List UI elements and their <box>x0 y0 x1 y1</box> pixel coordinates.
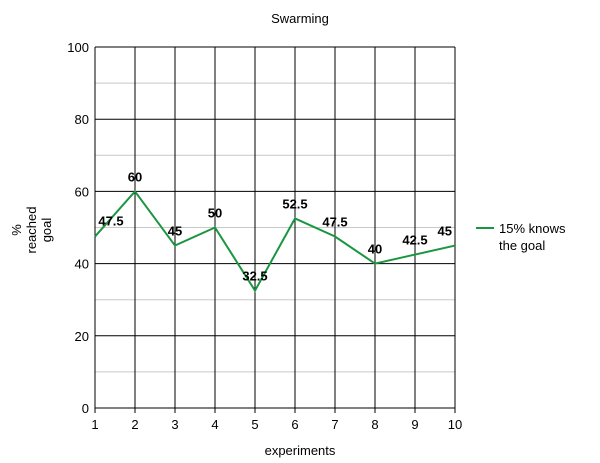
y-axis-label-line: goal <box>39 218 54 243</box>
x-tick-label: 4 <box>211 417 218 432</box>
data-label: 40 <box>368 242 382 257</box>
x-tick-label: 6 <box>291 417 298 432</box>
data-label: 50 <box>208 206 222 221</box>
y-axis-label-line: reached <box>24 207 39 254</box>
y-tick-label: 0 <box>82 401 89 416</box>
y-tick-label: 60 <box>75 184 89 199</box>
data-label: 47.5 <box>98 214 123 229</box>
data-label: 47.5 <box>322 215 347 230</box>
series-group: 47.5 60 45 50 32.5 52.5 47.5 40 42.5 45 <box>94 169 456 293</box>
y-axis-label-line: % <box>9 224 24 236</box>
x-tick-label: 1 <box>91 417 98 432</box>
legend-label: the goal <box>499 238 545 253</box>
x-axis-label: experiments <box>265 443 336 458</box>
x-tick-label: 10 <box>448 417 462 432</box>
chart-title: Swarming <box>271 11 329 26</box>
legend: 15% knows the goal <box>476 221 566 253</box>
data-label: 52.5 <box>282 196 307 211</box>
x-tick-label: 7 <box>331 417 338 432</box>
x-tick-label: 5 <box>251 417 258 432</box>
y-tick-label: 20 <box>75 329 89 344</box>
x-tick-label: 2 <box>131 417 138 432</box>
y-tick-label: 80 <box>75 112 89 127</box>
data-label: 45 <box>168 224 182 239</box>
grid <box>94 46 456 413</box>
data-label: 42.5 <box>402 233 427 248</box>
x-tick-label: 8 <box>371 417 378 432</box>
series-line <box>94 189 456 293</box>
y-tick-label: 100 <box>67 40 89 55</box>
x-tick-label: 3 <box>171 417 178 432</box>
y-axis-label: % reached goal <box>9 207 54 254</box>
data-label: 45 <box>438 224 452 239</box>
y-tick-labels: 0 20 40 60 80 100 <box>67 40 89 416</box>
data-label: 60 <box>128 169 142 184</box>
data-label: 32.5 <box>242 269 267 284</box>
y-tick-label: 40 <box>75 257 89 272</box>
x-tick-labels: 1 2 3 4 5 6 7 8 9 10 <box>91 417 462 432</box>
legend-label: 15% knows <box>499 221 566 236</box>
x-tick-label: 9 <box>411 417 418 432</box>
